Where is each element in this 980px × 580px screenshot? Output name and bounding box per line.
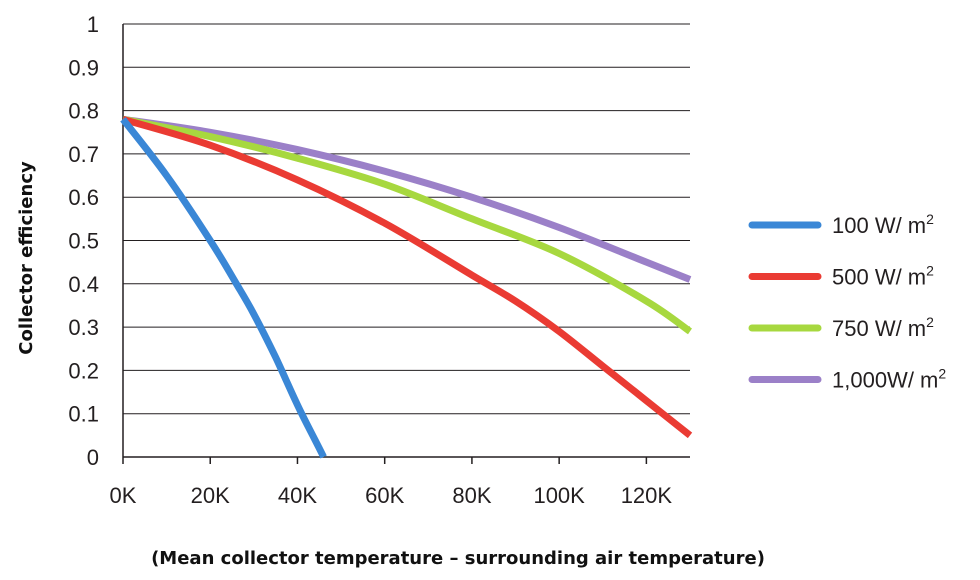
legend-item: 100 W/ m2 <box>748 211 934 238</box>
legend-superscript: 2 <box>926 263 934 279</box>
y-tick-label: 0.2 <box>68 358 99 383</box>
series-1000-line <box>122 115 692 283</box>
y-tick-label: 1 <box>87 12 99 37</box>
y-tick-label: 0.1 <box>68 402 99 427</box>
y-tick-label: 0.5 <box>68 229 99 254</box>
legend-superscript: 2 <box>926 314 934 330</box>
legend-label: 1,000W/ m2 <box>832 366 946 393</box>
y-tick-label: 0.7 <box>68 142 99 167</box>
series-500-line <box>122 115 693 439</box>
y-tick-labels: 0 0.1 0.2 0.3 0.4 0.5 0.6 0.7 0.8 0.9 1 <box>68 12 99 470</box>
y-axis-title: Collector efficiency <box>16 161 37 355</box>
x-tick-label: 20K <box>191 483 230 508</box>
legend-label: 500 W/ m2 <box>832 263 934 290</box>
series-lines <box>120 115 693 459</box>
x-tick-label: 60K <box>365 483 404 508</box>
y-tick-label: 0.9 <box>68 55 99 80</box>
x-tick-label: 80K <box>452 483 491 508</box>
y-tick-label: 0.4 <box>68 272 99 297</box>
legend-superscript: 2 <box>926 211 934 227</box>
series-750-line <box>122 115 693 335</box>
x-tick-label: 100K <box>533 483 585 508</box>
legend-item: 1,000W/ m2 <box>748 366 946 393</box>
legend-superscript: 2 <box>938 366 946 382</box>
legend-item: 750 W/ m2 <box>748 314 934 341</box>
x-tick-label: 40K <box>278 483 317 508</box>
x-axis-title: (Mean collector temperature – surroundin… <box>151 548 765 569</box>
y-tick-label: 0 <box>87 445 99 470</box>
y-tick-label: 0.8 <box>68 99 99 124</box>
y-tick-label: 0.6 <box>68 185 99 210</box>
series-100-line <box>120 117 327 459</box>
axes <box>122 24 690 464</box>
x-tick-label: 0K <box>110 483 137 508</box>
legend: 100 W/ m2 500 W/ m2 750 W/ m2 1,000W/ m2 <box>748 211 946 393</box>
x-tick-labels: 0K 20K 40K 60K 80K 100K 120K <box>110 483 673 508</box>
x-tick-label: 120K <box>621 483 673 508</box>
y-tick-label: 0.3 <box>68 315 99 340</box>
legend-label: 100 W/ m2 <box>832 211 934 238</box>
legend-item: 500 W/ m2 <box>748 263 934 290</box>
grid-lines <box>123 23 690 415</box>
legend-label: 750 W/ m2 <box>832 314 934 341</box>
